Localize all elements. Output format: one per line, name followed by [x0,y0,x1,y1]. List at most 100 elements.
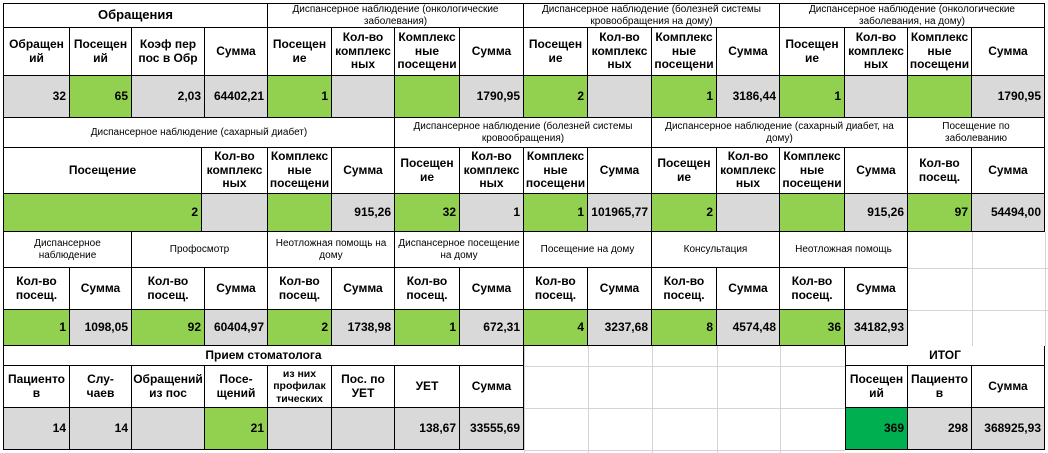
row2-column-header: Сумма [588,148,652,194]
row2-column-header: Комплекс ные посещени [524,148,588,194]
row3-column-header: Кол-во посещ. [395,268,460,310]
row2-column-header: Посещен ие [395,148,460,194]
row2-column-header: Кол-во посещ. [908,148,972,194]
row2-value-cell[interactable]: 2 [3,194,202,232]
gridline [1045,232,1046,346]
row1-value-cell[interactable]: 64402,21 [205,76,268,118]
gridline [717,346,718,453]
gridline [524,450,845,451]
row3-group-title: Диспансерное посещение на дому [395,232,524,268]
row3-column-header: Сумма [205,268,268,310]
row3-value-cell[interactable]: 60404,97 [205,310,268,346]
dental-value-cell[interactable] [268,408,332,450]
row3-value-cell[interactable]: 8 [652,310,717,346]
row2-value-cell[interactable]: 2 [652,194,717,232]
row3-group-title: Неотложная помощь на дому [268,232,395,268]
row3-column-header: Кол-во посещ. [3,268,70,310]
row2-group-title: Диспансерное наблюдение (болезней систем… [395,118,652,148]
row1-value-cell[interactable]: 1790,95 [972,76,1045,118]
gridline [524,346,525,453]
row3-group-title: Профосмотр [132,232,268,268]
row1-value-cell[interactable]: 1790,95 [460,76,524,118]
row3-group-title: Диспансерное наблюдение [3,232,132,268]
row1-column-header: Посещен ие [780,28,845,76]
row1-column-header: Сумма [205,28,268,76]
row3-column-header: Кол-во посещ. [524,268,588,310]
row3-value-cell[interactable]: 1 [395,310,460,346]
row1-column-header: Сумма [460,28,524,76]
row3-value-cell[interactable]: 4 [524,310,588,346]
dental-value-cell[interactable] [332,408,395,450]
row2-value-cell[interactable]: 915,26 [845,194,908,232]
row3-value-cell[interactable]: 1 [3,310,70,346]
dental-value-cell[interactable]: 138,67 [395,408,460,450]
dental-value-cell[interactable]: 21 [205,408,268,450]
row3-value-cell[interactable]: 36 [780,310,845,346]
row3-group-title: Консультация [652,232,780,268]
row1-value-cell[interactable]: 2 [524,76,588,118]
row2-value-cell[interactable]: 101965,77 [588,194,652,232]
row1-value-cell[interactable]: 2,03 [132,76,205,118]
row2-value-cell[interactable] [780,194,845,232]
row1-value-cell[interactable] [845,76,908,118]
row1-value-cell[interactable]: 1 [652,76,717,118]
row2-value-cell[interactable]: 97 [908,194,972,232]
dental-value-cell[interactable]: 14 [70,408,132,450]
row1-group-title: Диспансерное наблюдение (онкологические … [268,3,524,28]
row3-value-cell[interactable]: 3237,68 [588,310,652,346]
row2-value-cell[interactable]: 915,26 [332,194,395,232]
dental-value-cell[interactable] [132,408,205,450]
row2-value-cell[interactable] [202,194,268,232]
row1-column-header: Комплекс ные посещени [652,28,717,76]
total-column-header: Пациенто в [908,366,972,408]
total-value-cell[interactable]: 368925,93 [972,408,1045,450]
row2-value-cell[interactable]: 1 [460,194,524,232]
gridline [524,366,845,367]
row1-value-cell[interactable]: 32 [3,76,70,118]
row3-column-header: Кол-во посещ. [652,268,717,310]
row2-value-cell[interactable] [268,194,332,232]
row2-column-header: Посещение [3,148,202,194]
gridline [908,268,1048,269]
total-value-cell[interactable]: 369 [845,408,908,450]
row2-column-header: Комплекс ные посещени [268,148,332,194]
row1-value-cell[interactable]: 3186,44 [717,76,780,118]
row1-value-cell[interactable] [332,76,395,118]
row3-value-cell[interactable]: 672,31 [460,310,524,346]
row1-value-cell[interactable]: 1 [780,76,845,118]
row1-column-header: Обращен ий [3,28,70,76]
row3-column-header: Сумма [70,268,132,310]
row2-value-cell[interactable] [717,194,780,232]
row1-value-cell[interactable]: 65 [70,76,132,118]
row3-value-cell[interactable]: 1098,05 [70,310,132,346]
row1-value-cell[interactable] [588,76,652,118]
row3-value-cell[interactable]: 2 [268,310,332,346]
gridline [652,346,653,453]
row1-column-header: Кол-во комплекс ных [588,28,652,76]
dental-column-header: Посе- щений [205,366,268,408]
row3-value-cell[interactable]: 92 [132,310,205,346]
row3-value-cell[interactable]: 4574,48 [717,310,780,346]
row1-value-cell[interactable] [395,76,460,118]
row1-column-header: Коэф пер пос в Обр [132,28,205,76]
row3-column-header: Сумма [717,268,780,310]
row2-group-title: Диспансерное наблюдение (сахарный диабет… [652,118,908,148]
dental-column-header: Пациенто в [3,366,70,408]
dental-value-cell[interactable]: 14 [3,408,70,450]
dental-value-cell[interactable]: 33555,69 [460,408,524,450]
row3-value-cell[interactable]: 1738,98 [332,310,395,346]
row2-value-cell[interactable]: 1 [524,194,588,232]
dental-column-header: Сумма [460,366,524,408]
row2-value-cell[interactable]: 54494,00 [972,194,1045,232]
row1-value-cell[interactable]: 1 [268,76,332,118]
total-value-cell[interactable]: 298 [908,408,972,450]
row2-value-cell[interactable]: 32 [395,194,460,232]
row3-value-cell[interactable]: 34182,93 [845,310,908,346]
row2-group-title: Диспансерное наблюдение (сахарный диабет… [3,118,395,148]
row1-column-header: Посещен ие [268,28,332,76]
dental-title: Прием стоматолога [3,346,524,366]
total-title: ИТОГ [845,346,1045,366]
row3-column-header: Кол-во посещ. [132,268,205,310]
row1-value-cell[interactable] [908,76,972,118]
